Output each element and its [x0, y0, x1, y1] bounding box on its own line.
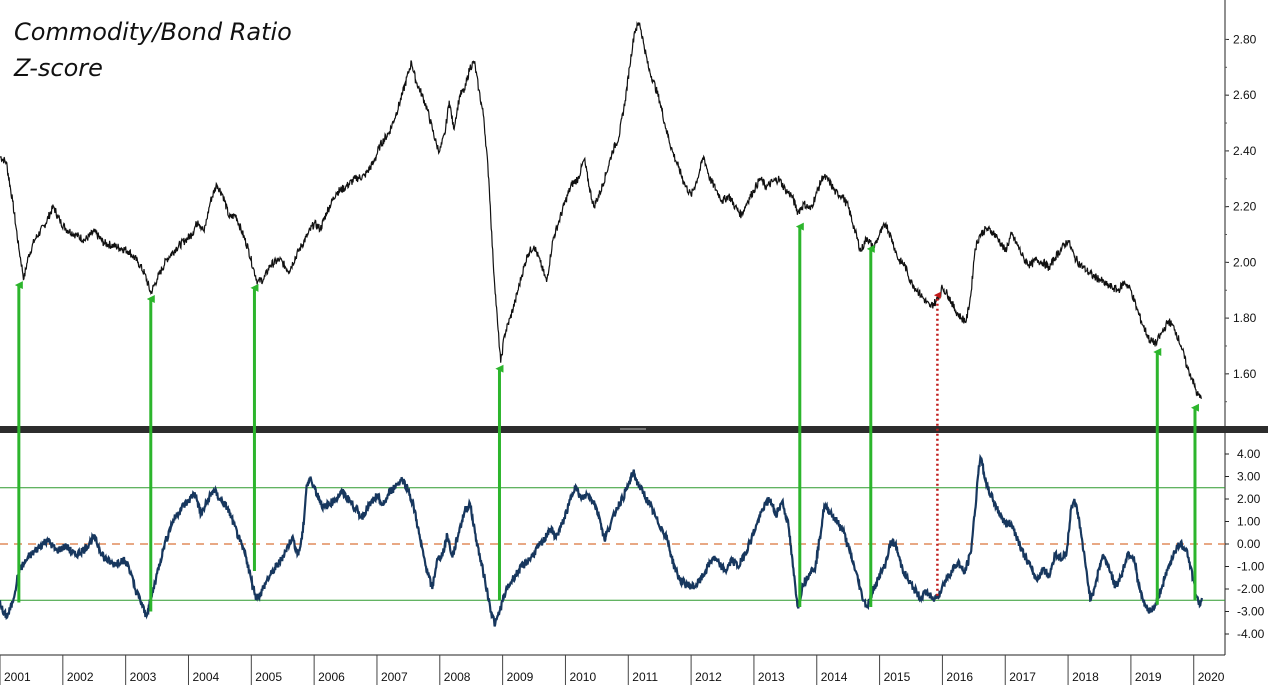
year-label: 2002	[67, 670, 94, 684]
year-label: 2013	[758, 670, 785, 684]
lower-axis-ticks: 4.00 3.00 2.00 1.00 0.00 -1.00 -2.00 -3.00 -4.00	[1225, 447, 1265, 641]
upper-tick-label: 1.60	[1233, 367, 1257, 381]
lower-tick-label: 3.00	[1237, 470, 1261, 484]
reference-lines	[0, 487, 1225, 601]
upper-tick-label: 2.60	[1233, 88, 1257, 102]
upper-tick-label: 2.20	[1233, 200, 1257, 214]
upper-axis-ticks: 1.60 1.80 2.00 2.20 2.40 2.60 2.80	[1225, 32, 1257, 403]
year-label: 2008	[444, 670, 471, 684]
year-label: 2006	[318, 670, 345, 684]
year-label: 2016	[946, 670, 973, 684]
chart-subtitle: Z-score	[13, 54, 103, 82]
year-label: 2001	[4, 670, 31, 684]
year-label: 2019	[1135, 670, 1162, 684]
year-label: 2017	[1009, 670, 1036, 684]
year-label: 2004	[192, 670, 219, 684]
lower-tick-label: -1.00	[1237, 560, 1265, 574]
year-label: 2005	[255, 670, 282, 684]
year-label: 2020	[1198, 670, 1225, 684]
signal-arrows	[14, 222, 1199, 612]
year-label: 2009	[507, 670, 534, 684]
year-label: 2011	[632, 670, 658, 684]
year-label: 2007	[381, 670, 408, 684]
lower-tick-label: 0.00	[1237, 537, 1261, 551]
year-label: 2010	[569, 670, 596, 684]
ratio-series-line	[0, 21, 1202, 399]
lower-tick-label: 2.00	[1237, 492, 1261, 506]
upper-tick-label: 1.80	[1233, 311, 1257, 325]
year-label: 2018	[1072, 670, 1099, 684]
lower-tick-label: -2.00	[1237, 582, 1265, 596]
upper-tick-label: 2.00	[1233, 255, 1257, 269]
year-label: 2003	[130, 670, 157, 684]
lower-tick-label: -4.00	[1237, 627, 1265, 641]
zscore-series-line	[0, 453, 1203, 627]
upper-tick-label: 2.40	[1233, 144, 1257, 158]
year-label: 2012	[695, 670, 722, 684]
upper-tick-label: 2.80	[1233, 32, 1257, 46]
year-label: 2015	[884, 670, 911, 684]
chart-title: Commodity/Bond Ratio	[14, 18, 292, 46]
year-label: 2014	[821, 670, 848, 684]
lower-tick-label: 1.00	[1237, 515, 1261, 529]
lower-tick-label: -3.00	[1237, 605, 1265, 619]
panel-divider-grip	[620, 428, 646, 430]
x-axis-years: 2001 2002 2003 2004 2005 2006 2007 2008 2009 2010…	[0, 655, 1225, 685]
lower-tick-label: 4.00	[1237, 447, 1261, 461]
